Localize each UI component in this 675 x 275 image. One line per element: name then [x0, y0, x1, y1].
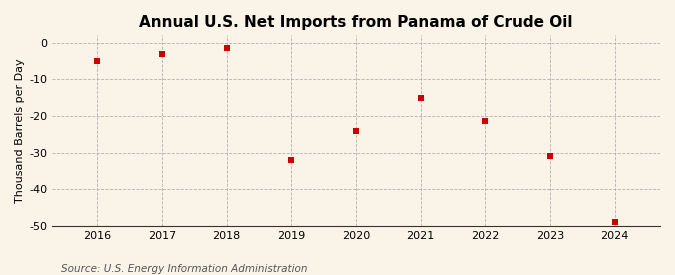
Y-axis label: Thousand Barrels per Day: Thousand Barrels per Day — [15, 58, 25, 203]
Point — [351, 128, 362, 133]
Title: Annual U.S. Net Imports from Panama of Crude Oil: Annual U.S. Net Imports from Panama of C… — [139, 15, 573, 30]
Point — [92, 59, 103, 63]
Point — [610, 220, 620, 224]
Point — [545, 154, 556, 158]
Point — [221, 46, 232, 50]
Point — [415, 95, 426, 100]
Point — [157, 51, 167, 56]
Text: Source: U.S. Energy Information Administration: Source: U.S. Energy Information Administ… — [61, 264, 307, 274]
Point — [286, 158, 297, 162]
Point — [480, 119, 491, 124]
